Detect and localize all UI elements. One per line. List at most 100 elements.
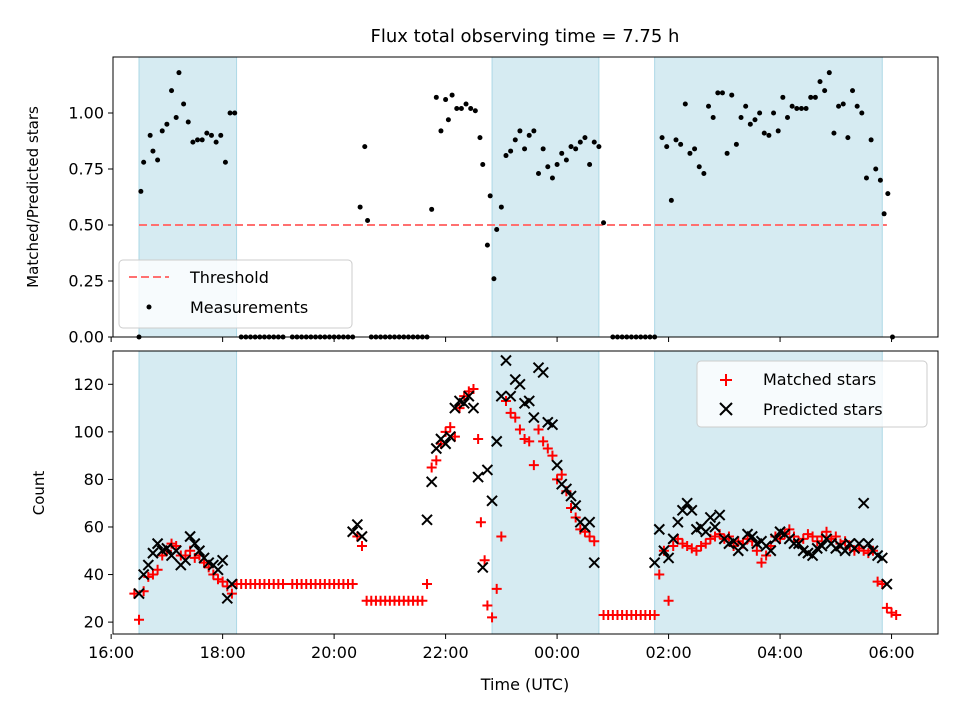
predicted-star-point	[421, 514, 433, 526]
predicted-star-point	[216, 554, 229, 566]
measurement-point	[668, 197, 674, 203]
measurement-point	[817, 79, 823, 85]
y-tick-label: 0.25	[68, 272, 104, 291]
measurement-point	[150, 148, 156, 154]
measurement-point	[526, 132, 532, 138]
measurement-point	[743, 103, 749, 109]
measurement-point	[159, 128, 165, 134]
measurement-point	[208, 132, 214, 138]
bottom-legend-box	[696, 360, 928, 428]
measurement-point	[199, 137, 205, 143]
measurement-point	[692, 146, 698, 152]
measurement-point	[771, 110, 777, 116]
measurement-point	[863, 175, 869, 181]
bottom-plot-frame	[112, 350, 939, 635]
measurement-point	[587, 162, 593, 168]
measurement-point	[508, 148, 514, 154]
measurement-point	[591, 139, 597, 145]
measurement-point	[664, 144, 670, 150]
matched-star-point	[479, 555, 490, 566]
predicted-star-point	[862, 537, 875, 550]
measurement-point	[429, 206, 435, 212]
observing-window	[654, 56, 883, 338]
predicted-star-point	[490, 435, 503, 448]
predicted-star-point	[713, 509, 726, 521]
measurement-point	[498, 204, 504, 210]
bottom-legend: Matched stars Predicted stars	[696, 360, 928, 428]
x-tick-label: 22:00	[423, 643, 469, 662]
measurement-point	[454, 106, 460, 112]
matched-star-point	[649, 609, 660, 620]
measurement-point	[517, 128, 523, 134]
measurement-point	[563, 157, 569, 163]
measurement-point	[232, 110, 238, 116]
matched-star-point	[538, 436, 549, 447]
measurement-point	[881, 211, 887, 217]
measurement-point	[155, 157, 161, 163]
matched-star-point	[589, 536, 600, 547]
matched-star-point	[654, 569, 665, 580]
matched-star-point	[668, 541, 679, 552]
matched-star-point	[514, 424, 525, 435]
predicted-star-point	[667, 533, 679, 545]
measurement-point	[724, 150, 730, 156]
x-tick-label: 20:00	[311, 643, 357, 662]
matched-star-point	[356, 541, 367, 552]
y-tick-label: 20	[84, 613, 104, 632]
measurement-point	[836, 103, 842, 109]
matched-star-point	[579, 526, 590, 537]
predicted-star-point	[444, 430, 456, 443]
measurement-point	[438, 128, 444, 134]
predicted-star-point	[161, 542, 173, 555]
matched-star-point	[510, 412, 521, 423]
predicted-star-point	[537, 366, 549, 379]
measurement-point	[185, 119, 191, 125]
measurement-point	[362, 144, 368, 150]
measurement-point	[687, 150, 693, 156]
matched-star-point	[487, 612, 498, 623]
measurements-legend-marker	[146, 304, 152, 310]
matched-star-point	[891, 609, 902, 620]
matched-star-point	[821, 526, 832, 537]
bottom-y-axis-ticks: 20 40 60 80 100 120	[73, 375, 113, 632]
measurement-point	[531, 128, 537, 134]
predicted-star-point	[662, 552, 675, 564]
y-tick-label: 0.75	[68, 160, 104, 179]
predicted-star-point	[179, 554, 192, 566]
measurement-point	[582, 135, 588, 141]
measurement-point	[794, 106, 800, 112]
predicted-star-point	[853, 537, 865, 550]
top-y-axis-label: Matched/Predicted stars	[24, 106, 42, 288]
measurement-point	[204, 130, 210, 136]
measurement-point	[808, 94, 814, 100]
predicted-star-point	[356, 530, 368, 543]
predicted-star-point	[486, 495, 498, 507]
measurement-point	[854, 103, 860, 109]
measurement-point	[443, 97, 449, 103]
predicted-star-point	[193, 545, 206, 557]
predicted-star-point	[560, 483, 573, 495]
measurement-point	[710, 114, 716, 120]
y-tick-label: 60	[84, 517, 104, 536]
measurement-point	[701, 170, 707, 176]
measurements-legend-label: Measurements	[190, 298, 308, 317]
x-tick-label: 06:00	[868, 643, 914, 662]
measurement-point	[715, 90, 721, 96]
measurement-point	[487, 193, 493, 199]
measurement-point	[190, 139, 196, 145]
predicted-star-point	[137, 568, 150, 581]
x-axis-label: Time (UTC)	[480, 675, 569, 694]
predicted-star-point	[769, 533, 782, 545]
measurement-point	[682, 101, 688, 107]
measurement-point	[659, 135, 665, 141]
measurement-point	[472, 108, 478, 114]
measurement-point	[365, 218, 371, 224]
matched-star-point	[547, 450, 558, 461]
predicted-star-point	[569, 499, 582, 512]
measurement-point	[784, 114, 790, 120]
matched-star-point	[473, 433, 484, 444]
measurement-point	[859, 110, 865, 116]
matched-star-point	[542, 443, 553, 454]
measurement-point	[831, 130, 837, 136]
predicted-star-point	[546, 419, 559, 431]
